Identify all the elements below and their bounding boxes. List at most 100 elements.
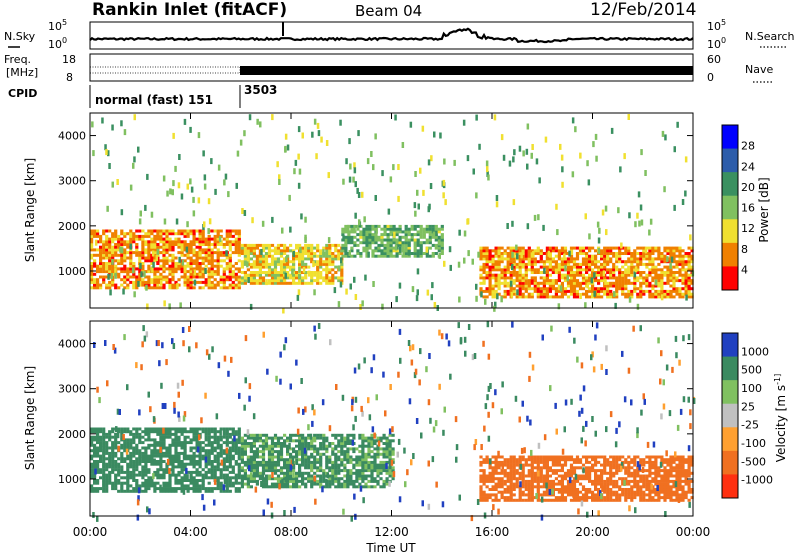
data-cell [512, 287, 516, 291]
data-cell [349, 458, 353, 462]
data-cell [111, 280, 115, 284]
data-cell [286, 273, 290, 277]
data-cell [512, 493, 516, 497]
data-cell [352, 447, 356, 451]
data-cell [536, 493, 540, 497]
data-cell [494, 265, 498, 269]
data-cell [374, 195, 377, 201]
data-cell [533, 455, 537, 459]
data-cell [530, 477, 534, 481]
data-cell [295, 252, 299, 255]
data-cell [198, 470, 202, 474]
data-cell [560, 455, 564, 459]
data-cell [684, 190, 687, 197]
data-cell [630, 271, 634, 274]
data-cell [261, 243, 266, 247]
data-cell [383, 243, 387, 247]
data-cell [389, 246, 393, 250]
data-cell [165, 278, 169, 282]
data-cell [116, 179, 119, 185]
data-cell [627, 273, 631, 277]
data-cell [165, 275, 169, 279]
data-cell [569, 292, 574, 296]
data-cell [560, 276, 564, 280]
data-cell [153, 489, 157, 493]
data-cell [642, 292, 646, 296]
data-cell [382, 436, 386, 440]
data-cell [237, 435, 241, 439]
data-cell [90, 476, 94, 480]
data-cell [189, 473, 193, 477]
data-cell [530, 262, 534, 266]
data-cell [609, 249, 613, 253]
data-cell [518, 273, 522, 277]
data-cell [373, 458, 377, 462]
data-cell [604, 278, 607, 285]
data-cell [90, 229, 94, 233]
data-cell [201, 286, 205, 290]
data-cell [690, 268, 694, 272]
data-cell [343, 469, 347, 473]
data-cell [675, 262, 679, 266]
data-cell [147, 476, 151, 480]
data-cell [256, 118, 259, 125]
data-cell [282, 307, 285, 314]
data-cell [395, 238, 399, 242]
data-cell [201, 473, 205, 477]
data-cell [207, 451, 211, 455]
data-cell [163, 300, 166, 307]
data-cell [210, 275, 214, 279]
data-cell [153, 248, 157, 252]
data-cell [210, 251, 214, 255]
data-cell [141, 256, 145, 260]
data-cell [236, 150, 240, 157]
data-cell [273, 281, 278, 285]
data-cell [135, 435, 139, 439]
data-cell [389, 176, 393, 183]
data-cell [440, 241, 444, 245]
data-cell [225, 454, 229, 458]
data-cell [352, 458, 356, 462]
data-cell [428, 224, 432, 228]
data-cell [673, 146, 676, 153]
data-cell [162, 484, 166, 488]
data-cell [585, 265, 589, 269]
data-cell [585, 271, 589, 274]
data-cell [359, 252, 363, 255]
data-cell [195, 264, 199, 268]
data-cell [557, 463, 561, 467]
data-cell [645, 265, 649, 269]
data-cell [162, 441, 166, 445]
data-cell [141, 234, 145, 238]
data-cell [156, 468, 160, 472]
data-cell [304, 455, 308, 459]
data-cell [500, 485, 504, 489]
data-cell [554, 488, 558, 491]
data-cell [234, 275, 238, 279]
data-cell [648, 252, 652, 255]
data-cell [228, 259, 232, 263]
data-cell [270, 249, 275, 253]
data-cell [666, 295, 670, 299]
data-cell [349, 474, 353, 478]
data-cell [120, 489, 124, 493]
data-cell [548, 246, 552, 250]
data-cell [162, 451, 166, 455]
data-cell [227, 191, 230, 198]
data-cell [488, 257, 492, 261]
data-cell [90, 270, 94, 274]
data-cell [678, 295, 682, 299]
data-cell [319, 444, 323, 448]
data-cell [509, 460, 513, 464]
data-cell [542, 224, 545, 231]
data-cell [255, 260, 259, 264]
data-cell [301, 252, 305, 255]
data-cell [201, 232, 205, 236]
data-cell [292, 466, 296, 470]
data-cell [231, 275, 235, 279]
data-cell [261, 479, 266, 483]
data-cell [258, 477, 262, 481]
data-cell [117, 237, 121, 241]
data-cell [228, 446, 232, 450]
data-cell [286, 474, 290, 478]
